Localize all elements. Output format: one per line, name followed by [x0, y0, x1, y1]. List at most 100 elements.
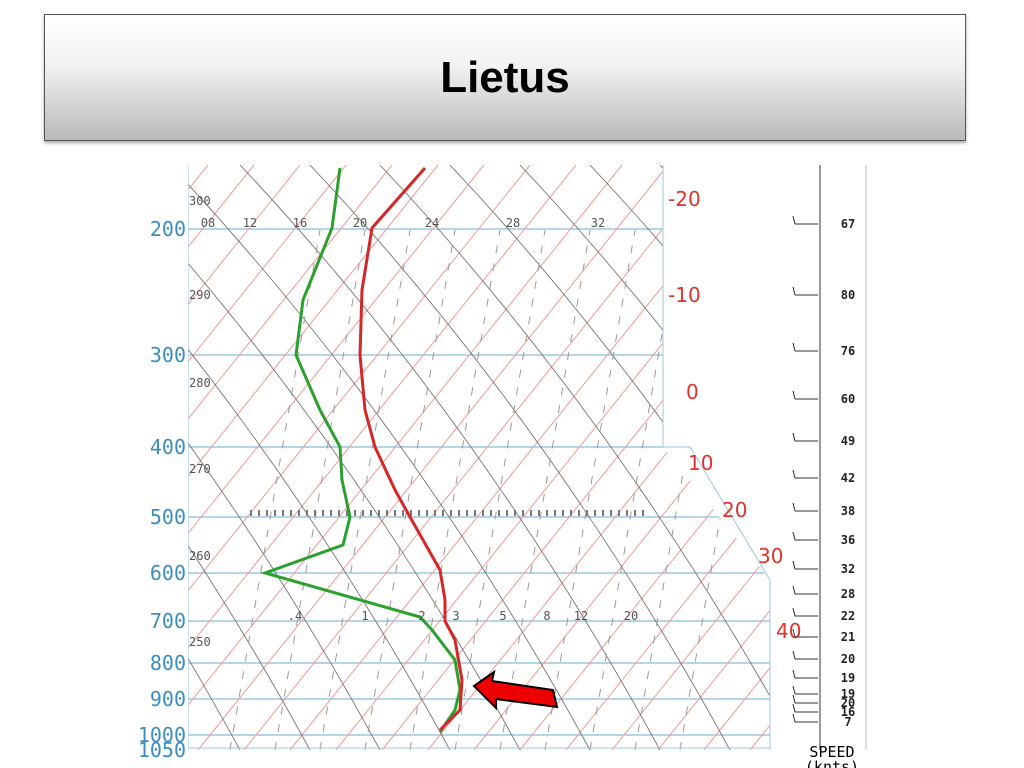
- temperature-label: 10: [688, 451, 713, 475]
- dry-adiabat: [309, 165, 731, 750]
- temperature-label: 0: [686, 380, 699, 404]
- pressure-label: 600: [150, 561, 186, 585]
- dry-adiabat: [0, 165, 100, 750]
- isotherm: [0, 165, 116, 750]
- wind-barb: [792, 713, 796, 723]
- isotherm: [749, 165, 770, 750]
- mixing-ratio-label: 5: [499, 609, 506, 623]
- wind-speed: 7: [844, 715, 851, 729]
- theta-label: 300: [189, 194, 211, 208]
- dry-adiabat: [0, 165, 170, 750]
- wind-barb: [792, 215, 796, 225]
- dry-adiabat: [188, 165, 521, 750]
- isotherm: [796, 165, 1024, 750]
- wind-barb: [792, 694, 796, 704]
- wind-barb: [792, 469, 796, 479]
- wind-barb: [792, 560, 796, 570]
- temperature-label: -10: [668, 283, 701, 307]
- wind-barb: [792, 502, 796, 512]
- mixing-ratio: [634, 229, 726, 750]
- wind-speed: 76: [841, 344, 855, 358]
- wind-barb: [792, 286, 796, 296]
- mixing-ratio-label: 16: [293, 216, 307, 230]
- isotherm: [197, 165, 669, 750]
- mixing-ratio: [274, 229, 366, 750]
- mixing-ratio: [229, 229, 321, 750]
- dry-adiabat: [188, 165, 451, 750]
- wind-barb: [792, 607, 796, 617]
- mixing-ratio: [409, 229, 501, 750]
- isotherm: [0, 165, 70, 750]
- mixing-ratio-label: 8: [543, 609, 550, 623]
- wind-speed: 36: [841, 533, 855, 547]
- dry-adiabat: [379, 165, 770, 750]
- dewpoint-profile: [260, 167, 462, 733]
- theta-label: 290: [189, 288, 211, 302]
- speed-label: SPEED: [809, 743, 854, 761]
- theta-label: 260: [189, 549, 211, 563]
- pressure-label: 300: [150, 343, 186, 367]
- mixing-ratio-label: 08: [201, 216, 215, 230]
- dry-adiabat: [870, 165, 1024, 750]
- mixing-ratio-label: 2: [418, 609, 425, 623]
- temperature-profile: [358, 167, 464, 732]
- wind-barb: [792, 390, 796, 400]
- temperature-label: 20: [722, 498, 747, 522]
- mixing-ratio-label: 28: [506, 216, 520, 230]
- dry-adiabat: [188, 165, 381, 750]
- slide-title: Lietus: [440, 52, 570, 102]
- wind-speed: 38: [841, 504, 855, 518]
- wind-speed: 42: [841, 471, 855, 485]
- isotherm: [188, 165, 531, 750]
- isotherm: [842, 165, 1024, 750]
- wind-speed: 49: [841, 434, 855, 448]
- dry-adiabat: [239, 165, 661, 750]
- wind-speed: 67: [841, 217, 855, 231]
- pressure-label: 400: [150, 435, 186, 459]
- wind-speed: 19: [841, 671, 855, 685]
- frame: [663, 446, 771, 750]
- dry-adiabat: [188, 165, 311, 750]
- mixing-ratio-label: 12: [243, 216, 257, 230]
- isotherm: [188, 165, 623, 750]
- dry-adiabat: [589, 165, 770, 750]
- wind-barb: [792, 650, 796, 660]
- isotherm: [888, 165, 1024, 750]
- theta-label: 250: [189, 635, 211, 649]
- wind-barb: [792, 531, 796, 541]
- mixing-ratio: [544, 229, 636, 750]
- wind-barb: [792, 585, 796, 595]
- pressure-label: 1050: [138, 738, 186, 762]
- wind-barb: [792, 703, 796, 713]
- wind-speed: 28: [841, 587, 855, 601]
- mixing-ratio-label: 3: [452, 609, 459, 623]
- mixing-ratio: [319, 229, 411, 750]
- isotherm: [611, 165, 770, 750]
- wind-speed: 20: [841, 652, 855, 666]
- dry-adiabat: [729, 165, 770, 750]
- mixing-ratio: [499, 229, 591, 750]
- wind-barb: [792, 432, 796, 442]
- mixing-ratio: [679, 229, 770, 750]
- theta-label: 270: [189, 462, 211, 476]
- pressure-label: 500: [150, 505, 186, 529]
- speed-unit: (knts): [805, 758, 859, 768]
- mixing-ratio-label: 12: [574, 609, 588, 623]
- wind-barb: [792, 685, 796, 695]
- isotherm: [188, 165, 393, 750]
- wind-speed: 22: [841, 609, 855, 623]
- wind-barb: [792, 669, 796, 679]
- wind-speed: 20: [841, 696, 855, 710]
- pressure-label: 900: [150, 687, 186, 711]
- pressure-label: 200: [150, 217, 186, 241]
- isotherm: [565, 165, 770, 750]
- temperature-label: 30: [758, 544, 783, 568]
- temperature-label: -20: [668, 187, 701, 211]
- wind-speed: 80: [841, 288, 855, 302]
- mixing-ratio: [589, 229, 681, 750]
- isotherm: [657, 165, 770, 750]
- mixing-ratio-label: 24: [425, 216, 439, 230]
- dry-adiabat: [800, 165, 1024, 750]
